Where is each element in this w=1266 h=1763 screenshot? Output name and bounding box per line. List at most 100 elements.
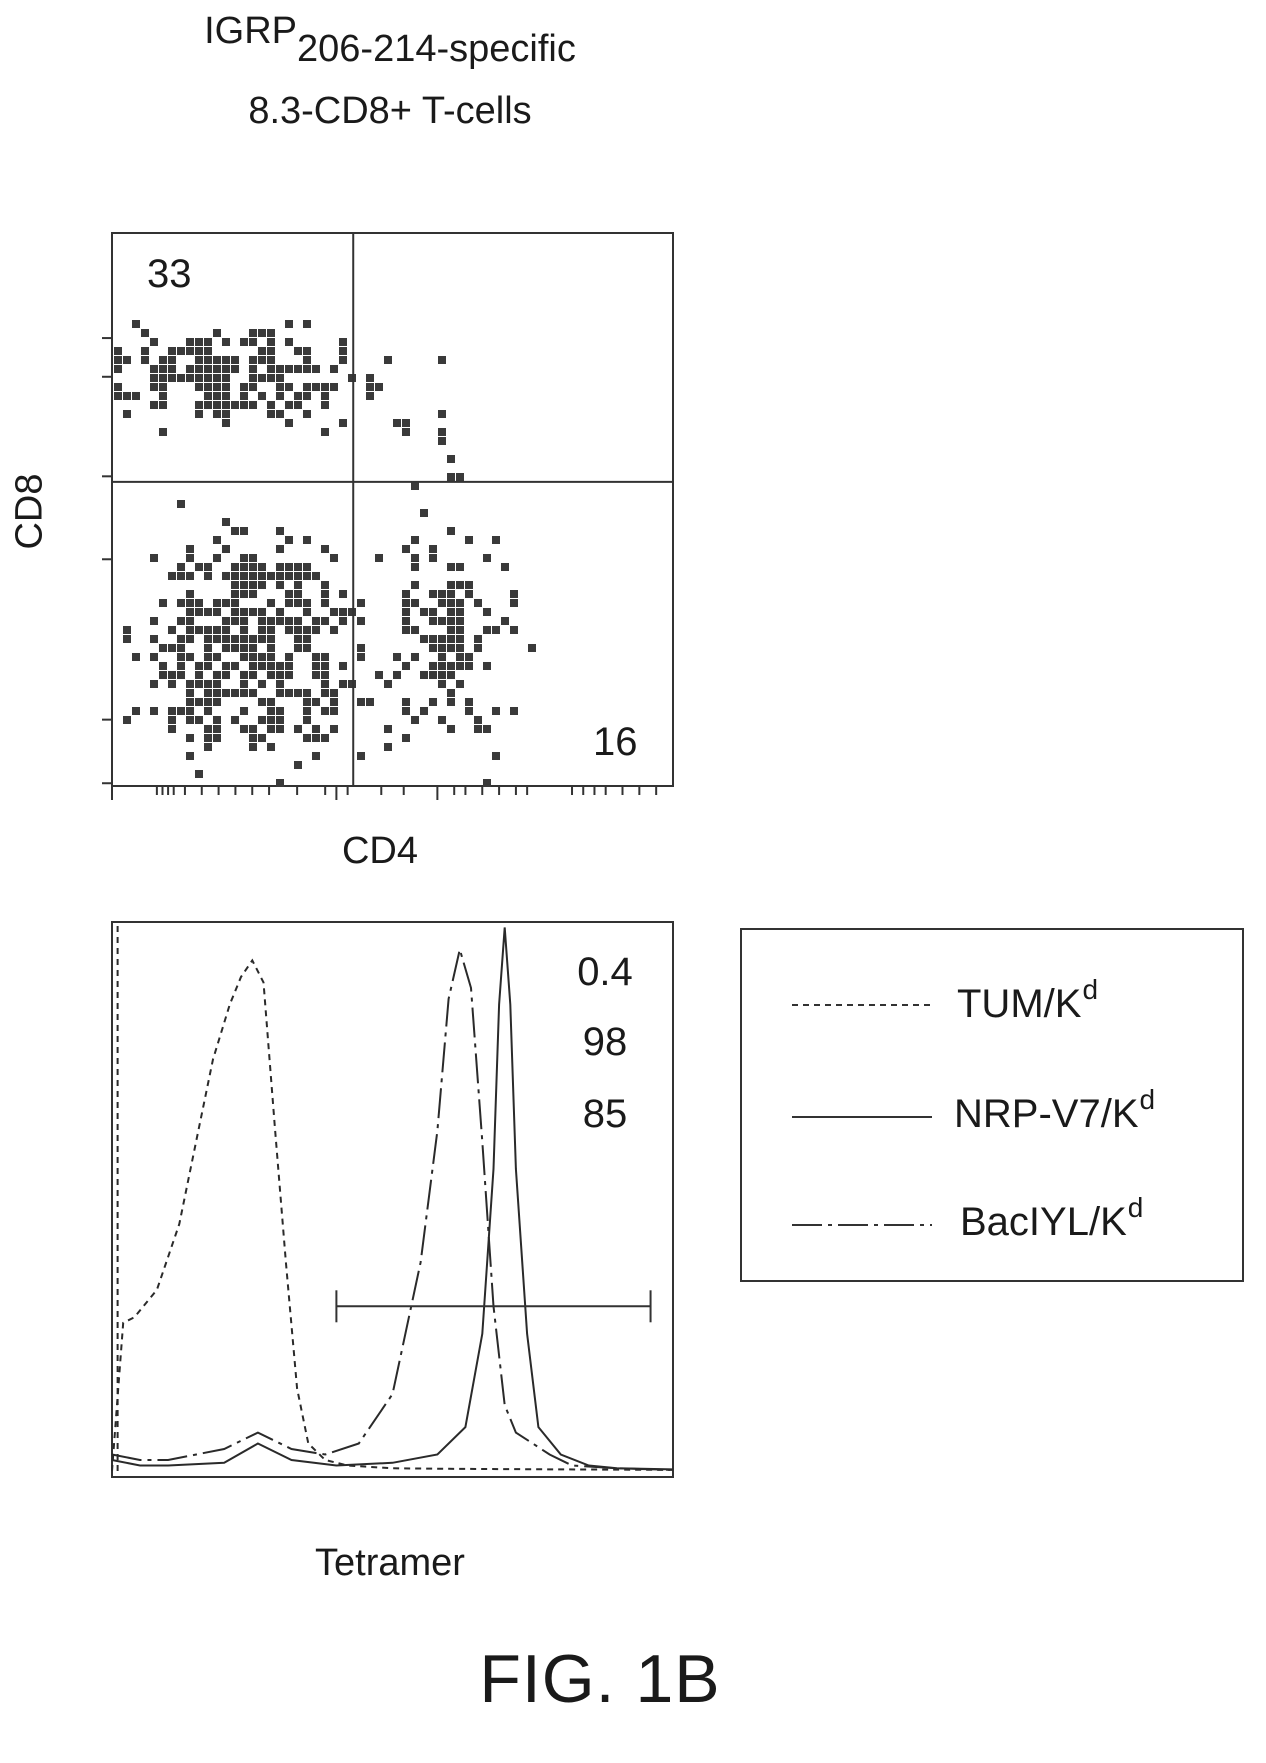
- title-subscript: 206-214-specific: [297, 28, 576, 70]
- scatter-point: [141, 347, 149, 355]
- scatter-point: [231, 644, 239, 652]
- scatter-point: [474, 716, 482, 724]
- scatter-point: [240, 689, 248, 697]
- scatter-point: [267, 626, 275, 634]
- scatter-point: [429, 671, 437, 679]
- scatter-point: [177, 662, 185, 670]
- scatter-point: [213, 329, 221, 337]
- legend-swatch-baciyl: [792, 1224, 932, 1226]
- scatter-point: [447, 527, 455, 535]
- scatter-point: [240, 581, 248, 589]
- scatter-point: [429, 662, 437, 670]
- scatter-point: [195, 338, 203, 346]
- scatter-point: [411, 626, 419, 634]
- scatter-point: [204, 698, 212, 706]
- scatter-point: [132, 392, 140, 400]
- scatter-point: [276, 545, 284, 553]
- scatter-point: [339, 347, 347, 355]
- scatter-point: [267, 329, 275, 337]
- legend-label-tum-text: TUM/K: [957, 982, 1082, 1026]
- scatter-point: [411, 599, 419, 607]
- scatter-point: [231, 563, 239, 571]
- scatter-point: [285, 536, 293, 544]
- scatter-point: [195, 716, 203, 724]
- scatter-point: [321, 590, 329, 598]
- scatter-point: [429, 554, 437, 562]
- scatter-point: [339, 419, 347, 427]
- scatter-point: [438, 599, 446, 607]
- scatter-point: [339, 590, 347, 598]
- scatter-point: [321, 545, 329, 553]
- scatter-point: [195, 698, 203, 706]
- scatter-point: [312, 617, 320, 625]
- quadrant-label-lower-right: 16: [593, 720, 638, 764]
- scatter-point: [159, 383, 167, 391]
- scatter-point: [141, 356, 149, 364]
- scatter-point: [177, 374, 185, 382]
- scatter-point: [303, 635, 311, 643]
- scatter-point: [204, 689, 212, 697]
- scatter-point: [213, 698, 221, 706]
- scatter-point: [204, 707, 212, 715]
- scatter-point: [186, 680, 194, 688]
- scatter-point: [366, 392, 374, 400]
- scatter-point: [204, 563, 212, 571]
- scatter-point: [447, 671, 455, 679]
- scatter-point: [159, 374, 167, 382]
- scatter-point: [177, 617, 185, 625]
- scatter-point: [195, 347, 203, 355]
- scatter-point: [186, 347, 194, 355]
- scatter-point: [240, 707, 248, 715]
- scatter-point: [492, 707, 500, 715]
- scatter-point: [222, 689, 230, 697]
- scatter-point: [321, 653, 329, 661]
- scatter-point: [258, 563, 266, 571]
- scatter-point: [447, 617, 455, 625]
- scatter-point: [132, 707, 140, 715]
- scatter-point: [222, 356, 230, 364]
- scatter-plot: [102, 232, 674, 800]
- scatter-point: [249, 563, 257, 571]
- scatter-point: [213, 680, 221, 688]
- scatter-point: [240, 644, 248, 652]
- scatter-point: [123, 356, 131, 364]
- scatter-point: [447, 599, 455, 607]
- scatter-point: [159, 671, 167, 679]
- scatter-point: [285, 590, 293, 598]
- scatter-point: [465, 581, 473, 589]
- scatter-point: [258, 572, 266, 580]
- scatter-point: [384, 356, 392, 364]
- scatter-point: [294, 365, 302, 373]
- scatter-point: [150, 383, 158, 391]
- scatter-point: [447, 608, 455, 616]
- scatter-point: [276, 608, 284, 616]
- figure-label: FIG. 1B: [479, 1641, 721, 1717]
- scatter-point: [267, 356, 275, 364]
- scatter-point: [186, 590, 194, 598]
- scatter-point: [303, 536, 311, 544]
- scatter-point: [411, 716, 419, 724]
- scatter-point: [312, 662, 320, 670]
- scatter-point: [465, 662, 473, 670]
- scatter-point: [231, 608, 239, 616]
- scatter-point: [339, 338, 347, 346]
- scatter-point: [375, 383, 383, 391]
- scatter-point: [330, 689, 338, 697]
- scatter-point: [330, 698, 338, 706]
- scatter-point: [204, 347, 212, 355]
- scatter-point: [186, 338, 194, 346]
- scatter-point: [411, 536, 419, 544]
- scatter-point: [339, 608, 347, 616]
- scatter-point: [438, 662, 446, 670]
- scatter-point: [276, 527, 284, 535]
- scatter-point: [285, 563, 293, 571]
- scatter-point: [429, 698, 437, 706]
- scatter-point: [267, 401, 275, 409]
- scatter-point: [330, 707, 338, 715]
- scatter-point: [249, 635, 257, 643]
- scatter-point: [249, 401, 257, 409]
- scatter-point: [492, 626, 500, 634]
- scatter-point: [366, 698, 374, 706]
- scatter-point: [276, 707, 284, 715]
- scatter-point: [438, 410, 446, 418]
